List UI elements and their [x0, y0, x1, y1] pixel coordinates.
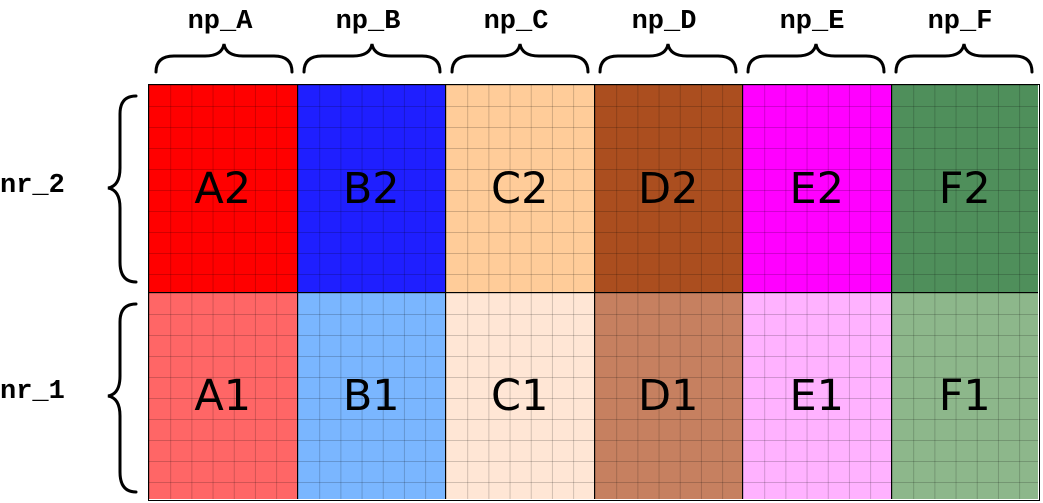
- cell-e1: E1: [743, 293, 892, 499]
- row-brace-nr-1: [107, 302, 138, 494]
- cell-label-e2: E2: [789, 163, 845, 214]
- cell-f2: F2: [891, 85, 1038, 293]
- cell-a2: A2: [149, 85, 298, 293]
- cell-label-d1: D1: [638, 371, 699, 421]
- cell-label-d2: D2: [638, 163, 699, 214]
- column-brace-np-a: [154, 43, 294, 74]
- cell-label-c2: C2: [491, 163, 549, 214]
- cell-e2: E2: [743, 85, 892, 293]
- cell-label-b1: B1: [342, 371, 400, 421]
- cell-c1: C1: [446, 293, 595, 499]
- cell-label-e1: E1: [789, 371, 845, 421]
- row-label-nr-1: nr_1: [0, 377, 65, 407]
- column-label-np-e: np_E: [779, 7, 845, 37]
- cell-label-c1: C1: [491, 371, 549, 421]
- column-label-np-b: np_B: [335, 7, 401, 37]
- column-brace-np-c: [450, 43, 590, 74]
- column-label-np-a: np_A: [187, 7, 253, 37]
- column-brace-np-d: [598, 43, 738, 74]
- column-label-np-f: np_F: [927, 7, 993, 37]
- column-brace-np-e: [746, 43, 886, 74]
- row-brace-nr-2: [107, 94, 138, 284]
- cell-d1: D1: [594, 293, 743, 499]
- cell-label-f1: F1: [938, 371, 991, 421]
- cell-a1: A1: [149, 293, 298, 499]
- cell-label-a1: A1: [194, 371, 252, 421]
- column-label-np-d: np_D: [631, 7, 697, 37]
- column-brace-np-b: [302, 43, 442, 74]
- column-brace-np-f: [894, 43, 1034, 74]
- partition-grid: A2 B2 C2 D2 E2 F2 A1 B1 C1 D1 E1 F1: [148, 84, 1040, 501]
- cell-b1: B1: [297, 293, 446, 499]
- cell-label-a2: A2: [194, 163, 252, 214]
- cell-b2: B2: [297, 85, 446, 293]
- row-label-nr-2: nr_2: [0, 171, 65, 201]
- column-label-np-c: np_C: [483, 7, 549, 37]
- cell-d2: D2: [594, 85, 743, 293]
- cell-label-f2: F2: [938, 163, 991, 214]
- cell-f1: F1: [891, 293, 1038, 499]
- cell-c2: C2: [446, 85, 595, 293]
- cell-label-b2: B2: [342, 163, 400, 214]
